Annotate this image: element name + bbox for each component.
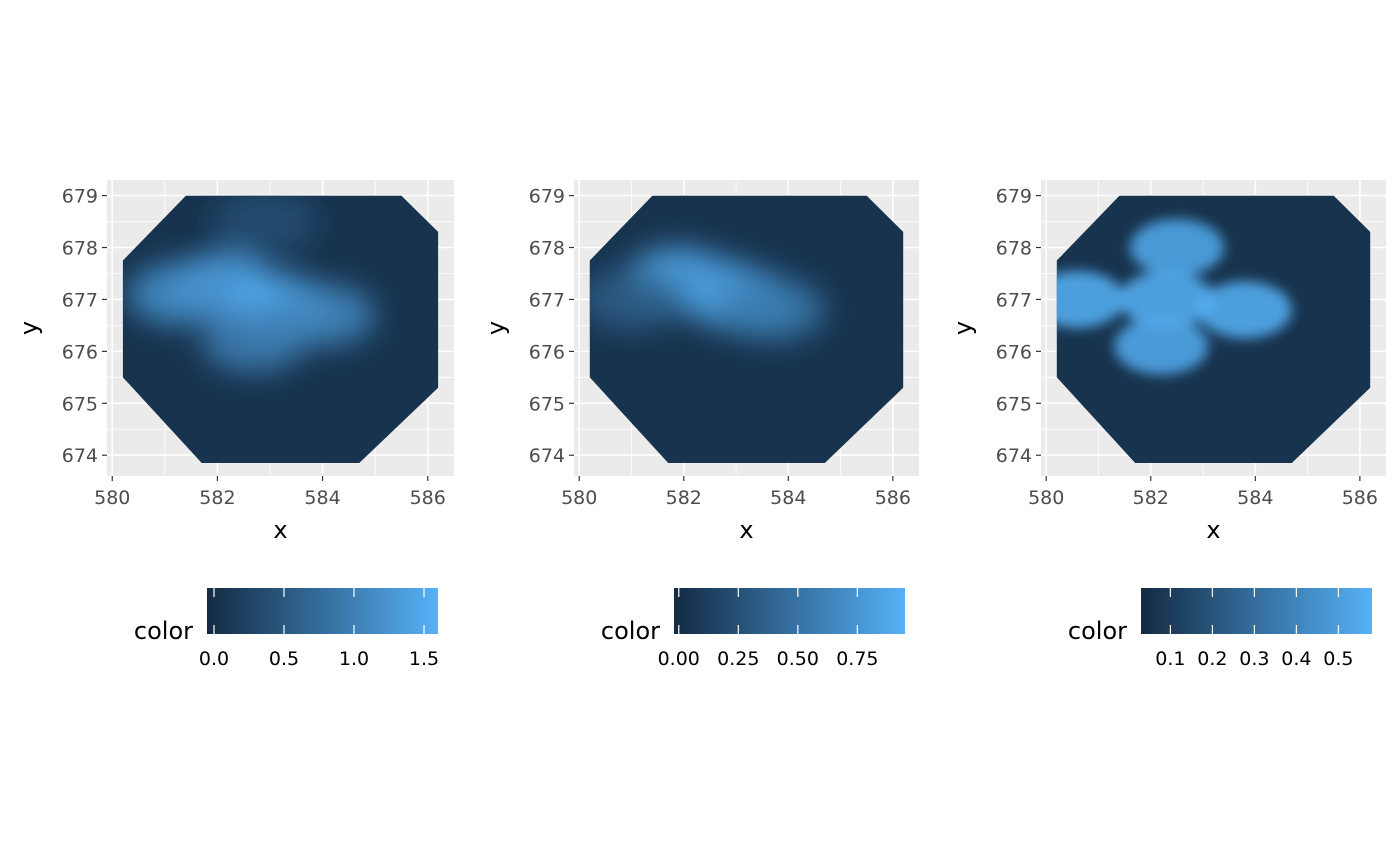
heatmap-hotspot — [1197, 281, 1292, 339]
heatmap-field — [1056, 195, 1371, 464]
x-tick-label: 584 — [304, 487, 340, 509]
y-axis-title: y — [482, 321, 510, 335]
y-tick-label: 677 — [62, 289, 98, 311]
heatmap-hotspot — [1056, 270, 1125, 329]
x-tick-label: 580 — [1028, 487, 1064, 509]
legend-label: 0.0 — [199, 648, 229, 670]
legend-label: 0.4 — [1281, 648, 1311, 670]
y-tick-label: 674 — [62, 445, 98, 467]
heatmap-hotspot — [128, 263, 234, 326]
legend: color 0.00 0.25 0.50 0.75 — [601, 588, 905, 670]
y-tick-label: 678 — [996, 238, 1032, 260]
x-tick-label: 582 — [666, 487, 702, 509]
y-tick-label: 679 — [529, 186, 565, 208]
x-tick-label: 580 — [561, 487, 597, 509]
x-axis-title: x — [739, 516, 753, 544]
legend-label: 0.25 — [717, 648, 759, 670]
y-tick-label: 676 — [62, 341, 98, 363]
y-tick-label: 674 — [996, 445, 1032, 467]
legend-title: color — [601, 617, 660, 645]
legend-colorbar — [1141, 588, 1372, 634]
x-axis-title: x — [273, 516, 287, 544]
legend-label: 0.50 — [777, 648, 819, 670]
legend-label: 0.5 — [1323, 648, 1353, 670]
y-tick-label: 678 — [529, 238, 565, 260]
legend-label: 0.5 — [269, 648, 299, 670]
x-tick-label: 582 — [1133, 487, 1169, 509]
legend-colorbar — [674, 588, 905, 634]
legend-label: 0.00 — [658, 648, 700, 670]
y-axis-title: y — [15, 321, 43, 335]
legend-label: 1.5 — [409, 648, 439, 670]
heatmap-hotspot — [589, 268, 684, 331]
legend-title: color — [1068, 617, 1127, 645]
legend-label: 1.0 — [339, 648, 369, 670]
y-tick-label: 679 — [996, 186, 1032, 208]
x-axis-title: x — [1206, 516, 1220, 544]
y-tick-label: 676 — [996, 341, 1032, 363]
x-tick-label: 582 — [199, 487, 235, 509]
heatmap-hotspot — [720, 278, 825, 341]
x-tick-label: 584 — [1237, 487, 1273, 509]
legend-label: 0.3 — [1239, 648, 1269, 670]
y-tick-label: 675 — [62, 393, 98, 415]
heatmap-hotspot — [201, 309, 307, 373]
y-tick-label: 677 — [996, 289, 1032, 311]
y-tick-label: 677 — [529, 289, 565, 311]
y-tick-label: 675 — [996, 393, 1032, 415]
chart-panel-3: 580 582 584 586 674 675 676 677 678 679 x y color 0.1… — [949, 180, 1386, 670]
y-axis-title: y — [949, 321, 977, 335]
heatmap-hotspot — [1129, 218, 1224, 277]
legend-label: 0.75 — [836, 648, 878, 670]
heatmap-hotspot — [1119, 270, 1214, 328]
y-tick-label: 676 — [529, 341, 565, 363]
legend-title: color — [134, 617, 193, 645]
x-tick-label: 584 — [770, 487, 806, 509]
x-tick-label: 586 — [410, 487, 446, 509]
heatmap-hotspot — [1114, 317, 1209, 375]
heatmap-field — [589, 195, 904, 464]
chart-panel-2: 580 582 584 586 674 675 676 677 678 679 x y color 0.0… — [482, 180, 919, 670]
y-tick-label: 674 — [529, 445, 565, 467]
x-tick-label: 586 — [1342, 487, 1378, 509]
x-tick-label: 580 — [94, 487, 130, 509]
heatmap-hotspot — [212, 195, 318, 253]
legend: color 0.1 0.2 0.3 0.4 0.5 — [1068, 588, 1372, 670]
y-tick-label: 679 — [62, 186, 98, 208]
chart-panel-1: 580 582 584 586 674 675 676 677 678 679 x y color 0.0… — [15, 180, 454, 670]
y-tick-label: 675 — [529, 393, 565, 415]
legend-label: 0.2 — [1197, 648, 1227, 670]
x-tick-label: 586 — [875, 487, 911, 509]
legend-colorbar — [207, 588, 438, 634]
heatmap-field — [122, 195, 439, 464]
legend: color 0.0 0.5 1.0 1.5 — [134, 588, 439, 670]
y-tick-label: 678 — [62, 238, 98, 260]
legend-label: 0.1 — [1155, 648, 1185, 670]
